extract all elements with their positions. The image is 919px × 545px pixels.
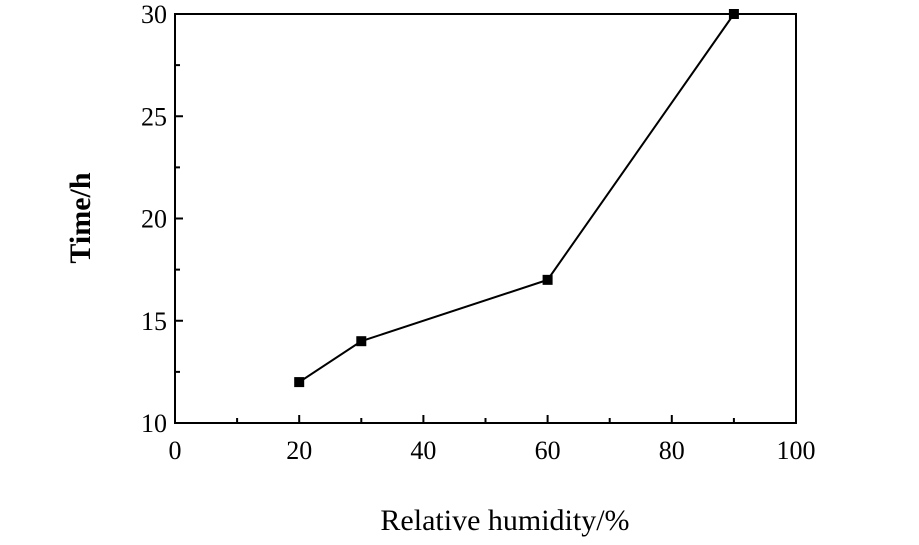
data-point-marker <box>542 274 553 285</box>
x-tick-label: 100 <box>777 436 816 465</box>
y-tick-label: 20 <box>141 205 167 234</box>
x-axis-label: Relative humidity/% <box>380 504 629 537</box>
data-point-marker <box>728 9 739 19</box>
x-tick-label: 20 <box>286 436 312 465</box>
y-axis-tick-labels: 10 15 20 25 30 <box>141 0 167 438</box>
plot-frame <box>174 13 797 424</box>
y-axis-label: Time/h <box>64 172 97 263</box>
data-point-marker <box>294 377 305 388</box>
y-tick-label: 15 <box>141 307 167 336</box>
x-axis-tick-labels: 0 20 40 60 80 100 <box>169 436 816 465</box>
series-lines <box>298 13 735 383</box>
y-axis-ticks <box>175 13 183 424</box>
x-tick-label: 0 <box>169 436 182 465</box>
x-axis-ticks <box>174 415 797 423</box>
x-tick-label: 80 <box>659 436 685 465</box>
y-tick-label: 10 <box>141 409 167 438</box>
y-tick-label: 25 <box>141 102 167 131</box>
data-point-marker <box>356 336 367 347</box>
x-tick-label: 40 <box>410 436 436 465</box>
series-line <box>298 13 735 383</box>
y-tick-label: 30 <box>141 0 167 29</box>
series-markers <box>294 9 739 388</box>
x-tick-label: 60 <box>535 436 561 465</box>
